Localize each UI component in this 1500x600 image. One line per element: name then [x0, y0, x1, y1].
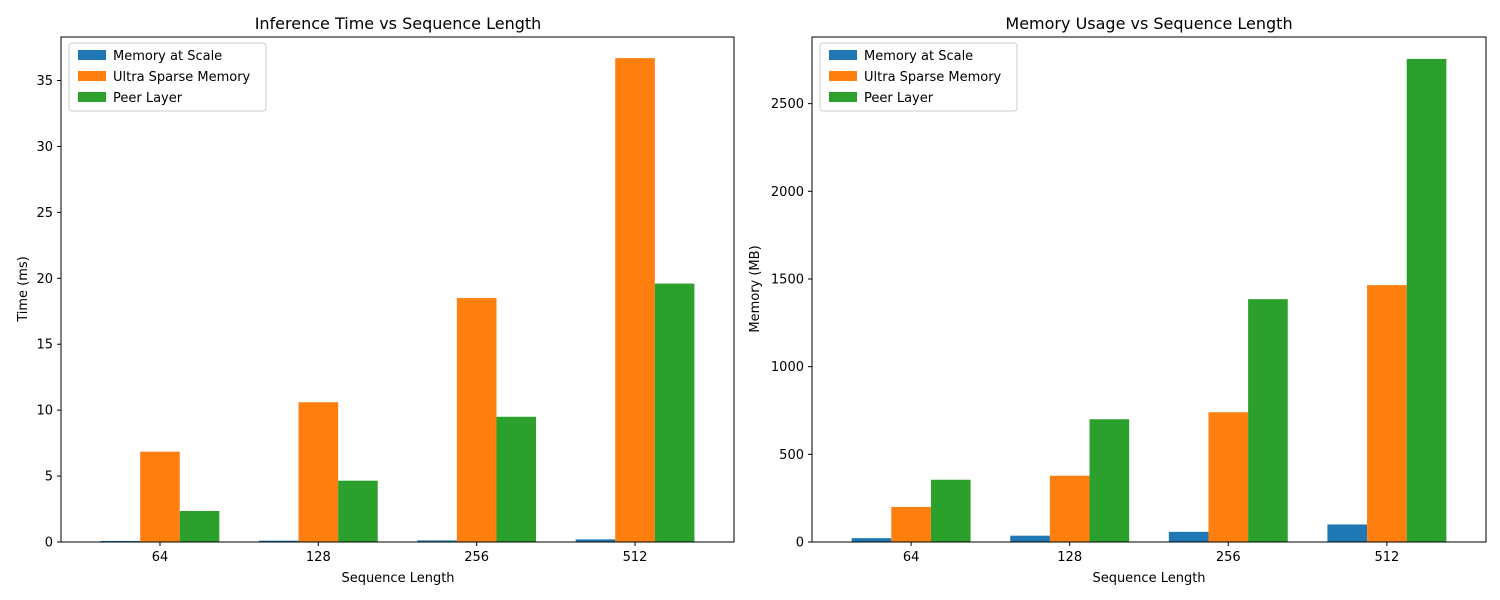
bar: [930, 479, 971, 542]
bar: [1089, 419, 1130, 542]
legend: Memory at Scale Ultra Sparse Memory Peer…: [819, 42, 1018, 112]
y-tick-label: 20: [36, 272, 53, 287]
legend-entry: Memory at Scale: [78, 49, 222, 64]
y-tick-label: 15: [36, 338, 53, 353]
legend-entry: Ultra Sparse Memory: [829, 70, 1002, 85]
legend-label: Peer Layer: [113, 91, 183, 106]
legend-entry: Peer Layer: [829, 91, 934, 106]
axes-frame: [811, 36, 1487, 543]
legend-swatch: [829, 71, 857, 81]
legend-entry: Peer Layer: [78, 91, 183, 106]
y-tick-label: 2000: [771, 185, 804, 200]
x-tick-label: 512: [623, 550, 648, 565]
y-tick-label: 0: [45, 536, 53, 551]
x-axis-label: Sequence Length: [1092, 571, 1205, 586]
y-axis-label: Time (ms): [16, 256, 31, 323]
bar: [417, 540, 457, 542]
bar: [1248, 299, 1288, 542]
bar: [258, 540, 299, 542]
bar: [1327, 524, 1368, 542]
legend-entry: Memory at Scale: [829, 49, 973, 64]
x-tick-label: 512: [1374, 550, 1399, 565]
legend-swatch: [829, 50, 857, 60]
bar: [891, 506, 931, 542]
legend-label: Memory at Scale: [113, 49, 222, 64]
y-tick-label: 1000: [771, 360, 804, 375]
legend-label: Ultra Sparse Memory: [113, 70, 251, 85]
bar: [100, 540, 141, 542]
bar: [1367, 285, 1407, 542]
bar: [1010, 535, 1050, 542]
chart-memory-usage: Memory Usage vs Sequence Length 0 500 1000…: [748, 14, 1487, 586]
bar: [851, 538, 892, 542]
bar: [338, 480, 378, 542]
legend-swatch: [78, 50, 106, 60]
chart-inference-time: Inference Time vs Sequence Length 0 5 10 15…: [16, 14, 735, 586]
x-tick-label: 64: [903, 550, 920, 565]
legend-entry: Ultra Sparse Memory: [78, 70, 251, 85]
bar: [1208, 412, 1249, 542]
bar: [575, 539, 616, 542]
y-tick-label: 0: [796, 536, 804, 551]
y-axis-label: Memory (MB): [748, 245, 763, 332]
x-tick-label: 256: [464, 550, 489, 565]
axes-frame: [60, 36, 735, 543]
y-tick-label: 5: [45, 470, 53, 485]
bar: [456, 298, 497, 542]
bar: [1049, 475, 1090, 542]
legend-swatch: [78, 71, 106, 81]
chart-title: Inference Time vs Sequence Length: [255, 14, 542, 33]
x-tick-label: 256: [1216, 550, 1241, 565]
x-tick-label: 64: [152, 550, 169, 565]
y-tick-label: 10: [36, 404, 53, 419]
x-tick-label: 128: [1057, 550, 1082, 565]
bar: [140, 451, 180, 542]
y-tick-label: 25: [36, 206, 53, 221]
x-axis-label: Sequence Length: [341, 571, 454, 586]
legend-swatch: [829, 92, 857, 102]
legend-label: Ultra Sparse Memory: [864, 70, 1002, 85]
legend: Memory at Scale Ultra Sparse Memory Peer…: [68, 42, 267, 112]
plot-area: 0 500 1000 1500 2000 2500 64 128 256 512: [771, 36, 1487, 565]
y-tick-label: 2500: [771, 97, 804, 112]
bar: [1168, 531, 1209, 542]
legend-label: Peer Layer: [864, 91, 934, 106]
bar: [654, 283, 695, 542]
bar: [496, 416, 537, 542]
legend-swatch: [78, 92, 106, 102]
bar: [1406, 58, 1447, 543]
y-tick-label: 500: [779, 448, 804, 463]
legend-label: Memory at Scale: [864, 49, 973, 64]
x-tick-label: 128: [306, 550, 331, 565]
chart-title: Memory Usage vs Sequence Length: [1005, 14, 1292, 33]
bar: [298, 402, 339, 542]
bar: [615, 58, 655, 542]
plot-area: 0 5 10 15 20 25 30 35 64 128 256 512: [36, 36, 735, 565]
y-tick-label: 30: [36, 140, 53, 155]
bar: [179, 511, 220, 542]
y-tick-label: 35: [36, 74, 53, 89]
y-tick-label: 1500: [771, 272, 804, 287]
legend-frame: [819, 42, 1018, 112]
legend-frame: [68, 42, 267, 112]
